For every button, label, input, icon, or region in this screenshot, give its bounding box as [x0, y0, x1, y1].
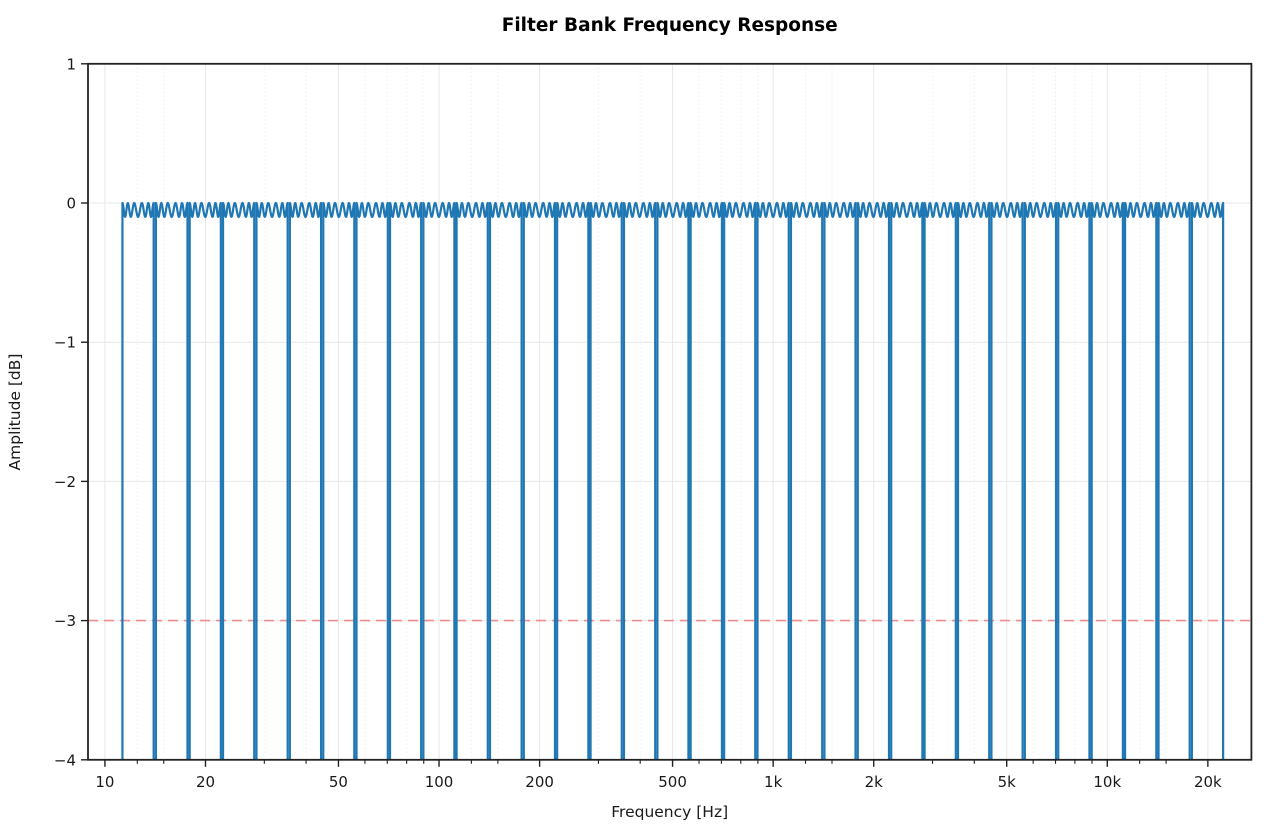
x-tick-label: 10	[95, 773, 114, 791]
filter-band-curve	[1090, 201, 1124, 760]
filter-band-curve	[422, 201, 456, 760]
filter-band-curve	[1157, 201, 1191, 760]
filter-band-curve	[756, 201, 790, 760]
filter-band-curve	[856, 201, 891, 760]
x-tick-label: 50	[329, 773, 348, 791]
filter-band-curve	[455, 201, 489, 760]
y-tick-label: 0	[66, 195, 76, 213]
filter-band-curve	[188, 201, 222, 760]
x-axis-title: Frequency [Hz]	[611, 803, 728, 821]
x-tick-label: 20k	[1194, 773, 1222, 791]
x-tick-label: 10k	[1093, 773, 1121, 791]
filter-band-curve	[556, 201, 590, 760]
x-tick-label: 200	[525, 773, 554, 791]
filter-band-curve	[956, 201, 991, 760]
y-axis-title: Amplitude [dB]	[6, 354, 24, 471]
filter-band-curve	[689, 201, 724, 760]
filter-band-curve	[589, 201, 623, 760]
chart-title: Filter Bank Frequency Response	[502, 15, 838, 36]
filter-band-curve	[890, 201, 924, 760]
filter-band-curve	[1023, 201, 1058, 760]
filter-band-curve	[923, 201, 957, 760]
x-tick-label: 20	[196, 773, 215, 791]
filter-band-curve	[322, 201, 356, 760]
filter-band-curve	[288, 201, 323, 760]
filter-band-curve	[1190, 201, 1225, 760]
y-tick-label: −1	[54, 334, 76, 352]
filter-band-curve	[154, 201, 189, 760]
filter-band-curve	[656, 201, 690, 760]
filter-band-curve	[1123, 201, 1158, 760]
y-tick-label: −2	[54, 473, 76, 491]
x-tick-label: 100	[425, 773, 454, 791]
filter-band-curve	[789, 201, 824, 760]
filter-band-curve	[355, 201, 389, 760]
x-tick-label: 2k	[865, 773, 884, 791]
y-tick-label: −3	[54, 612, 76, 630]
filter-band-curve	[723, 201, 757, 760]
filter-band-curve	[221, 201, 256, 760]
filter-band-curve	[990, 201, 1024, 760]
filter-band-curve	[1057, 201, 1091, 760]
y-tick-label: −4	[54, 751, 76, 769]
filter-band-curve	[823, 201, 857, 760]
filter-band-curve	[121, 201, 155, 760]
x-tick-label: 500	[658, 773, 687, 791]
axes-spines	[87, 62, 1253, 761]
filter-band-curve	[522, 201, 557, 760]
y-tick-label: 1	[66, 55, 76, 73]
filter-band-curve	[388, 201, 423, 760]
filter-band-curve	[622, 201, 657, 760]
x-tick-label: 5k	[998, 773, 1017, 791]
filter-band-curve	[488, 201, 523, 760]
filter-band-curve	[255, 201, 289, 760]
x-tick-label: 1k	[764, 773, 783, 791]
